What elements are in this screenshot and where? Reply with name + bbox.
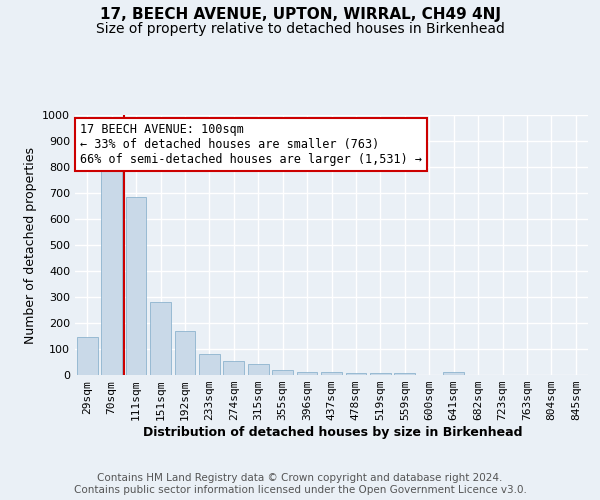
Bar (150, 302, 171, 375)
Bar (394, 373, 415, 375)
Y-axis label: Number of detached properties: Number of detached properties (23, 146, 37, 344)
Bar (223, 362, 244, 375)
Bar (125, 197, 146, 375)
Text: Contains HM Land Registry data © Crown copyright and database right 2024.
Contai: Contains HM Land Registry data © Crown c… (74, 474, 526, 495)
Bar (321, 372, 342, 375)
Bar (77, 338, 98, 375)
Text: Size of property relative to detached houses in Birkenhead: Size of property relative to detached ho… (95, 22, 505, 36)
Bar (443, 372, 464, 375)
Text: Distribution of detached houses by size in Birkenhead: Distribution of detached houses by size … (143, 426, 523, 439)
Bar (248, 364, 269, 375)
Text: 17 BEECH AVENUE: 100sqm
← 33% of detached houses are smaller (763)
66% of semi-d: 17 BEECH AVENUE: 100sqm ← 33% of detache… (80, 123, 422, 166)
Bar (272, 370, 293, 375)
Bar (199, 354, 220, 375)
Bar (370, 373, 391, 375)
Text: 17, BEECH AVENUE, UPTON, WIRRAL, CH49 4NJ: 17, BEECH AVENUE, UPTON, WIRRAL, CH49 4N… (100, 8, 500, 22)
Bar (175, 331, 196, 375)
Bar (296, 372, 317, 375)
Bar (101, 160, 122, 375)
Bar (346, 373, 367, 375)
